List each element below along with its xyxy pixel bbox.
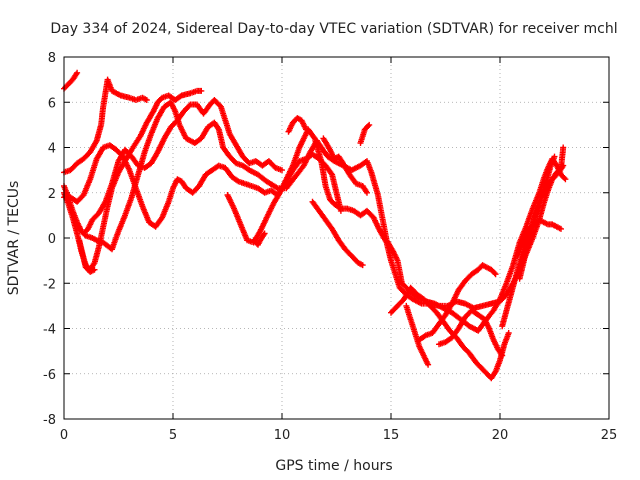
y-tick-label: -2	[43, 277, 56, 292]
data-point-marker	[562, 176, 569, 183]
x-tick-label: 15	[383, 428, 400, 443]
data-point-marker	[560, 162, 567, 169]
data-point-marker	[492, 271, 499, 278]
x-tick-labels: 0 5 10 15 20 25	[60, 428, 617, 443]
data-point-marker	[364, 189, 370, 196]
x-tick-label: 0	[60, 428, 68, 443]
plot-frame	[63, 56, 610, 420]
y-tick-label: 6	[48, 96, 56, 111]
y-tick-label: -6	[43, 368, 56, 383]
data-point-marker	[74, 69, 81, 76]
data-point-marker	[551, 153, 558, 160]
data-point-marker	[303, 126, 309, 133]
data-point-marker	[359, 262, 366, 269]
data-point-marker	[365, 123, 372, 129]
y-tick-label: 2	[48, 187, 56, 202]
y-tick-label: 0	[48, 232, 56, 247]
data-point-marker	[143, 97, 150, 103]
data-point-marker	[505, 330, 512, 336]
y-tick-label: -4	[43, 323, 56, 338]
data-point-marker	[491, 270, 498, 277]
data-point-marker	[91, 266, 98, 273]
data-point-marker	[261, 230, 268, 237]
x-tick-label: 25	[601, 428, 618, 443]
data-point-marker	[558, 225, 564, 232]
x-axis-label: GPS time / hours	[275, 458, 392, 474]
y-tick-labels: -8 -6 -4 -2 0 2 4 6 8	[43, 51, 56, 428]
y-tick-label: -8	[43, 413, 56, 428]
data-point-marker	[186, 102, 193, 109]
y-tick-label: 8	[48, 51, 56, 66]
chart-title: Day 334 of 2024, Sidereal Day-to-day VTE…	[50, 21, 617, 37]
data-point-marker	[560, 144, 567, 151]
data-point-marker	[198, 87, 205, 94]
data-point-marker	[499, 352, 506, 359]
data-point-marker	[279, 167, 285, 174]
x-tick-label: 5	[169, 428, 177, 443]
data-point-marker	[425, 361, 432, 368]
y-axis-label: SDTVAR / TECUs	[6, 181, 22, 296]
data-marks	[61, 69, 569, 382]
x-tick-label: 20	[492, 428, 509, 443]
y-tick-label: 4	[48, 142, 56, 157]
data-point-marker	[561, 175, 568, 181]
data-point-marker	[337, 207, 344, 214]
x-tick-label: 10	[274, 428, 291, 443]
data-point-marker	[366, 121, 373, 128]
